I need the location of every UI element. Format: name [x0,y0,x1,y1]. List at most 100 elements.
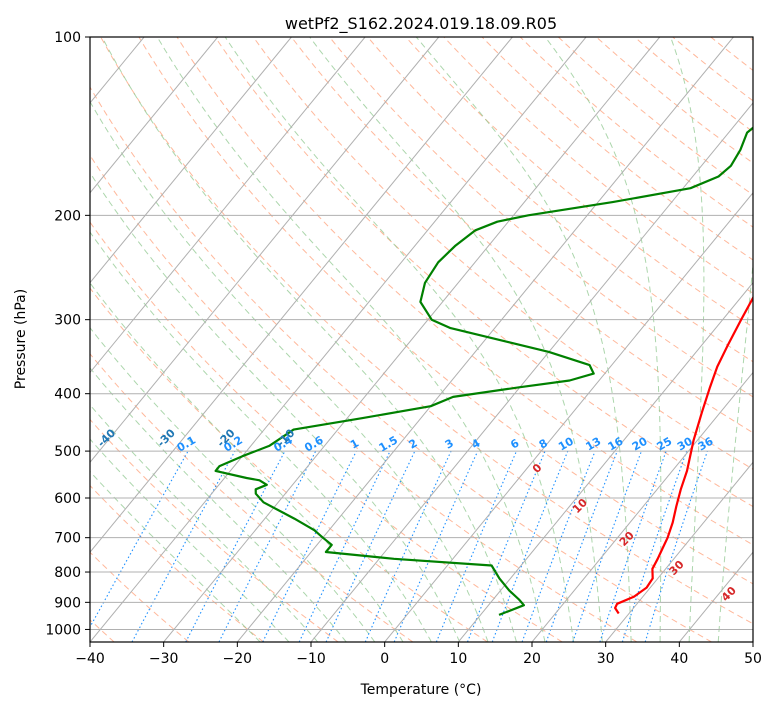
mixing-ratio-line [218,450,317,642]
moist-adiabat-line [90,171,461,642]
moist-adiabat-line [90,100,489,642]
mixing-ratio-label: 6 [508,436,521,451]
mixing-ratio-label: 3 [443,437,456,452]
mixing-ratio-line [545,450,618,642]
isotherm-line [310,102,753,642]
x-tick-label: −20 [223,651,253,667]
isotherm-line [90,37,587,642]
dry-adiabat-line [90,484,264,642]
mixing-ratio-line [131,450,236,642]
dry-adiabat-line [90,418,339,642]
moist-adiabat-line [156,37,546,642]
dry-adiabat-line [138,37,753,585]
isotherm-line [163,37,661,642]
y-axis-label: Pressure (hPa) [13,289,29,389]
dry-adiabat-line [90,353,414,642]
x-tick-label: −30 [149,651,179,667]
moist-adiabat-line [670,37,705,642]
dry-adiabat-line [329,37,753,398]
dry-adiabat-line [710,37,753,71]
moist-adiabat-line [224,37,575,642]
y-tick-label: 400 [54,387,81,403]
x-tick-label: 30 [597,651,615,667]
isotherm-line [457,281,753,642]
moist-adiabat-label: 30 [667,558,687,578]
moist-adiabat-line [415,37,632,642]
isotherm-line [90,37,366,374]
isotherm-line [0,37,70,642]
dry-adiabat-line [90,154,638,642]
y-tick-label: 700 [54,531,81,547]
x-tick-label: 0 [380,651,389,667]
mixing-ratio-line [298,450,391,642]
mixing-ratio-line [644,450,708,642]
dry-adiabat-line [90,221,563,642]
dry-adiabat-line [557,37,753,196]
mixing-ratio-line [466,450,546,642]
y-tick-label: 200 [54,208,81,224]
moist-adiabat-line [90,282,404,642]
dry-adiabat-line [519,37,753,228]
isotherm-line [605,461,753,642]
moist-adiabat-line [90,470,261,642]
dry-adiabat-line [672,37,753,102]
y-tick-label: 600 [54,491,81,507]
y-axis: 100 200 300 400 500 600 700 800 900 1000 [45,30,90,638]
mixing-ratio-label: 2 [407,437,420,452]
moist-adiabat-line [90,404,319,642]
isotherm-line [531,371,753,642]
isotherm-line [90,37,440,464]
moist-adiabat-line [90,367,347,642]
overlay-labels: 0.10.20.40.611.52346810131620253036-100-… [95,426,739,604]
mixing-ratio-line [393,450,479,642]
mixing-ratio-line [572,450,643,642]
y-tick-label: 300 [54,313,81,329]
dry-adiabat-line [90,86,712,642]
moist-adiabat-line [90,231,432,642]
background-lines [90,37,753,642]
mixing-ratio-label: 4 [469,436,482,451]
profiles [214,126,753,616]
moist-adiabat-line [101,37,517,642]
mixing-ratio-line [521,450,596,642]
dry-adiabat-line [100,37,753,625]
mixing-ratio-line [621,450,688,642]
dry-adiabat-line [481,37,753,261]
isotherm-line [90,37,513,553]
isotherm-line [90,37,219,194]
mixing-ratio-line [90,450,189,629]
mixing-ratio-line [491,450,569,642]
grid-lines [0,37,753,642]
moist-adiabat-line [90,327,376,642]
isotherm-line [752,641,753,642]
moist-adiabat-line [717,258,753,642]
mixing-ratio-line [364,450,452,642]
y-tick-label: 100 [54,30,81,46]
plot-frame [89,36,754,643]
chart-title: wetPf2_S162.2024.019.18.09.R05 [285,14,557,34]
mixing-ratio-line [185,450,286,642]
dry-adiabat-line [90,287,488,642]
x-tick-label: 20 [523,651,541,667]
x-tick-label: −40 [75,651,105,667]
isotherm-line [90,37,292,284]
moist-adiabat-line [90,438,290,642]
mixing-ratio-label: 1 [348,437,361,452]
y-tick-label: 800 [54,565,81,581]
y-tick-label: 1000 [45,622,81,638]
x-axis-label: Temperature (°C) [360,682,482,698]
moist-adiabat-line [309,37,603,642]
mixing-ratio-line [262,450,357,642]
isotherm-line [236,37,734,642]
dry-adiabat-line [176,37,753,546]
moist-adiabat-label: 0 [530,461,545,476]
mixing-ratio-line [599,450,667,642]
y-tick-label: 500 [54,444,81,460]
moist-adiabat-label: 10 [570,496,590,516]
x-axis: −40 −30 −20 −10 0 10 20 30 40 50 [75,642,762,667]
x-tick-label: −10 [296,651,326,667]
dewpoint-profile-line [214,126,753,616]
dry-adiabat-line [252,37,753,470]
moist-adiabat-line [544,37,662,642]
